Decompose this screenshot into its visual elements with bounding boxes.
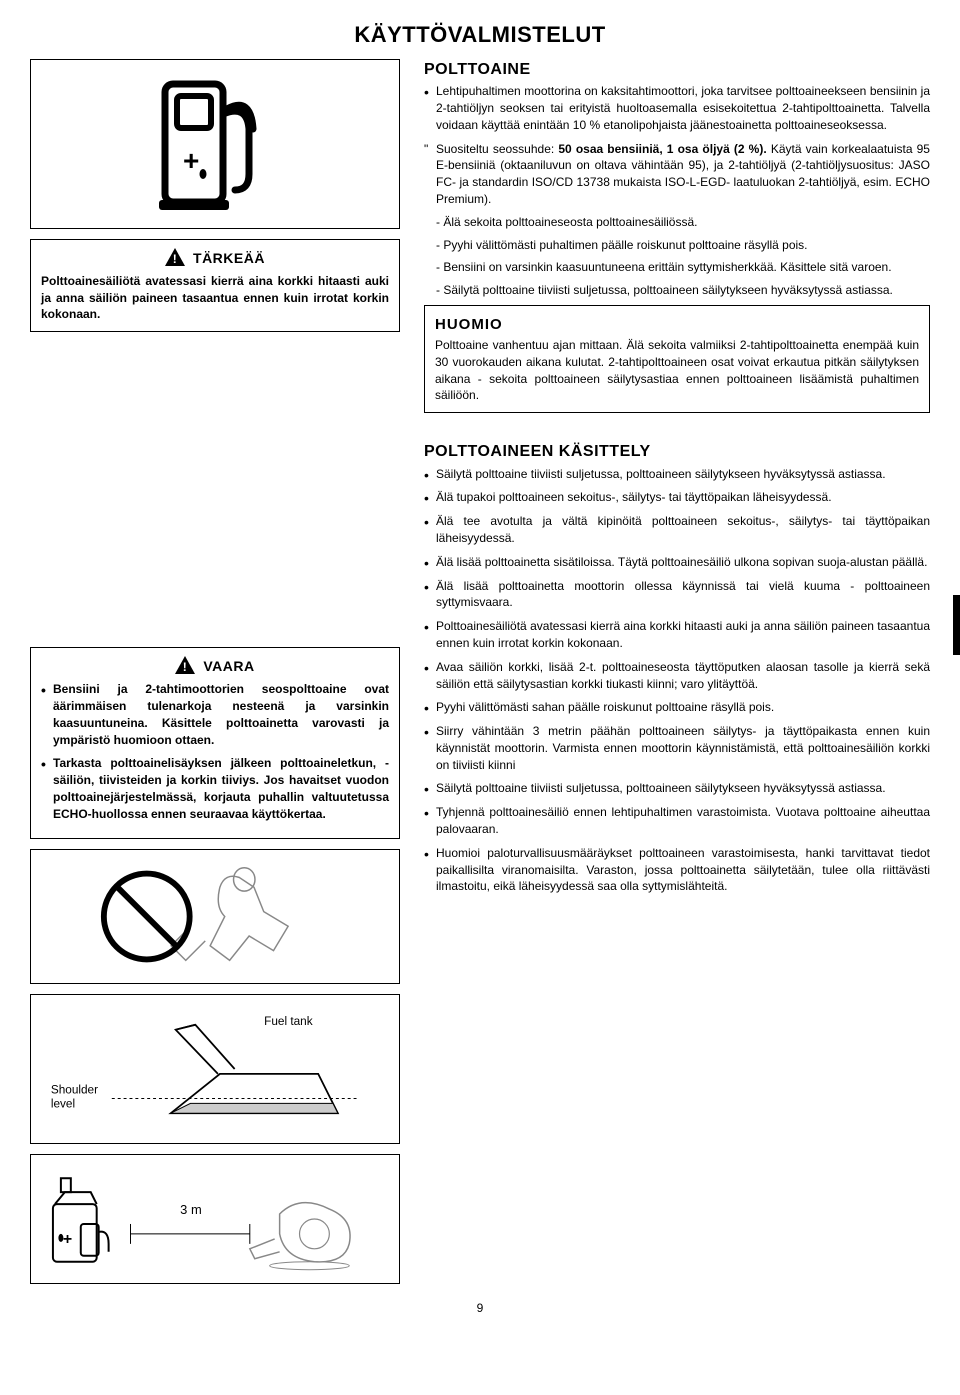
sub-note: - Säilytä polttoaine tiiviisti suljetuss… (424, 282, 930, 299)
kasittely-item: Älä lisää polttoainetta sisätiloissa. Tä… (424, 554, 930, 571)
svg-text:+: + (63, 1230, 72, 1247)
svg-text:!: ! (173, 252, 178, 266)
right-column: POLTTOAINE Lehtipuhaltimen moottorina on… (424, 59, 930, 1294)
no-smoking-illustration (30, 849, 400, 984)
kasittely-title: POLTTOAINEEN KÄSITTELY (424, 441, 930, 463)
vaara-box: ! VAARA Bensiini ja 2-tahtimoottorien se… (30, 647, 400, 838)
sub-note: - Bensiini on varsinkin kaasuuntuneena e… (424, 259, 930, 276)
fuel-pump-illustration: + (30, 59, 400, 229)
vaara-item: Bensiini ja 2-tahtimoottorien seospoltto… (41, 681, 389, 748)
huomio-box: HUOMIO Polttoaine vanhentuu ajan mittaan… (424, 305, 930, 413)
kasittely-item: Siirry vähintään 3 metrin päähän polttoa… (424, 723, 930, 773)
kasittely-item: Tyhjennä polttoainesäiliö ennen lehtipuh… (424, 804, 930, 838)
kasittely-item: Älä tee avotulta ja vältä kipinöitä polt… (424, 513, 930, 547)
kasittely-item: Huomioi paloturvallisuusmääräykset poltt… (424, 845, 930, 895)
vaara-label: VAARA (203, 657, 254, 677)
polttoaine-title: POLTTOAINE (424, 59, 930, 81)
fueltank-illustration: Fuel tank Shoulder level (30, 994, 400, 1144)
kasittely-item: Säilytä polttoaine tiiviisti suljetussa,… (424, 466, 930, 483)
kasittely-item: Älä tupakoi polttoaineen sekoitus-, säil… (424, 489, 930, 506)
huomio-label: HUOMIO (435, 314, 919, 335)
kasittely-item: Pyyhi välittömästi sahan päälle roiskunu… (424, 699, 930, 716)
huomio-text: Polttoaine vanhentuu ajan mittaan. Älä s… (435, 337, 919, 404)
svg-text:!: ! (183, 660, 188, 674)
tarkeaa-box: ! TÄRKEÄÄ Polttoainesäiliötä avatessasi … (30, 239, 400, 332)
fuel-pump-icon: + (155, 74, 275, 214)
sub-note: - Pyyhi välittömästi puhaltimen päälle r… (424, 237, 930, 254)
polttoaine-bullet: Lehtipuhaltimen moottorina on kaksitahti… (424, 83, 930, 133)
warning-triangle-icon: ! (175, 656, 195, 677)
tarkeaa-label: TÄRKEÄÄ (193, 249, 265, 269)
kasittely-item: Säilytä polttoaine tiiviisti suljetussa,… (424, 780, 930, 797)
kasittely-item: Polttoainesäiliötä avatessasi kierrä ain… (424, 618, 930, 652)
polttoaine-recommendation: Suositeltu seossuhde: 50 osaa bensiiniä,… (424, 141, 930, 208)
distance-label: 3 m (180, 1202, 202, 1217)
page-tab (953, 595, 960, 655)
shoulder-label-1: Shoulder (51, 1083, 98, 1096)
page-number: 9 (30, 1300, 930, 1317)
seossuhde-prefix: Suositeltu seossuhde: (436, 142, 558, 156)
fueltank-label: Fuel tank (264, 1014, 313, 1027)
vaara-item: Tarkasta polttoainelisäyksen jälkeen pol… (41, 755, 389, 822)
kasittely-item: Älä lisää polttoainetta moottorin olless… (424, 578, 930, 612)
sub-note: - Älä sekoita polttoaineseosta polttoain… (424, 214, 930, 231)
kasittely-item: Avaa säiliön korkki, lisää 2-t. polttoai… (424, 659, 930, 693)
shoulder-label-2: level (51, 1097, 75, 1110)
distance-illustration: + 3 m (30, 1154, 400, 1284)
svg-text:+: + (183, 145, 199, 176)
tarkeaa-text: Polttoainesäiliötä avatessasi kierrä ain… (41, 273, 389, 323)
left-column: + ! TÄRKEÄÄ Polttoainesäiliötä avatessas… (30, 59, 400, 1294)
seossuhde-bold: 50 osaa bensiiniä, 1 osa öljyä (2 %). (558, 142, 766, 156)
page-title: KÄYTTÖVALMISTELUT (30, 20, 930, 51)
warning-triangle-icon: ! (165, 248, 185, 269)
